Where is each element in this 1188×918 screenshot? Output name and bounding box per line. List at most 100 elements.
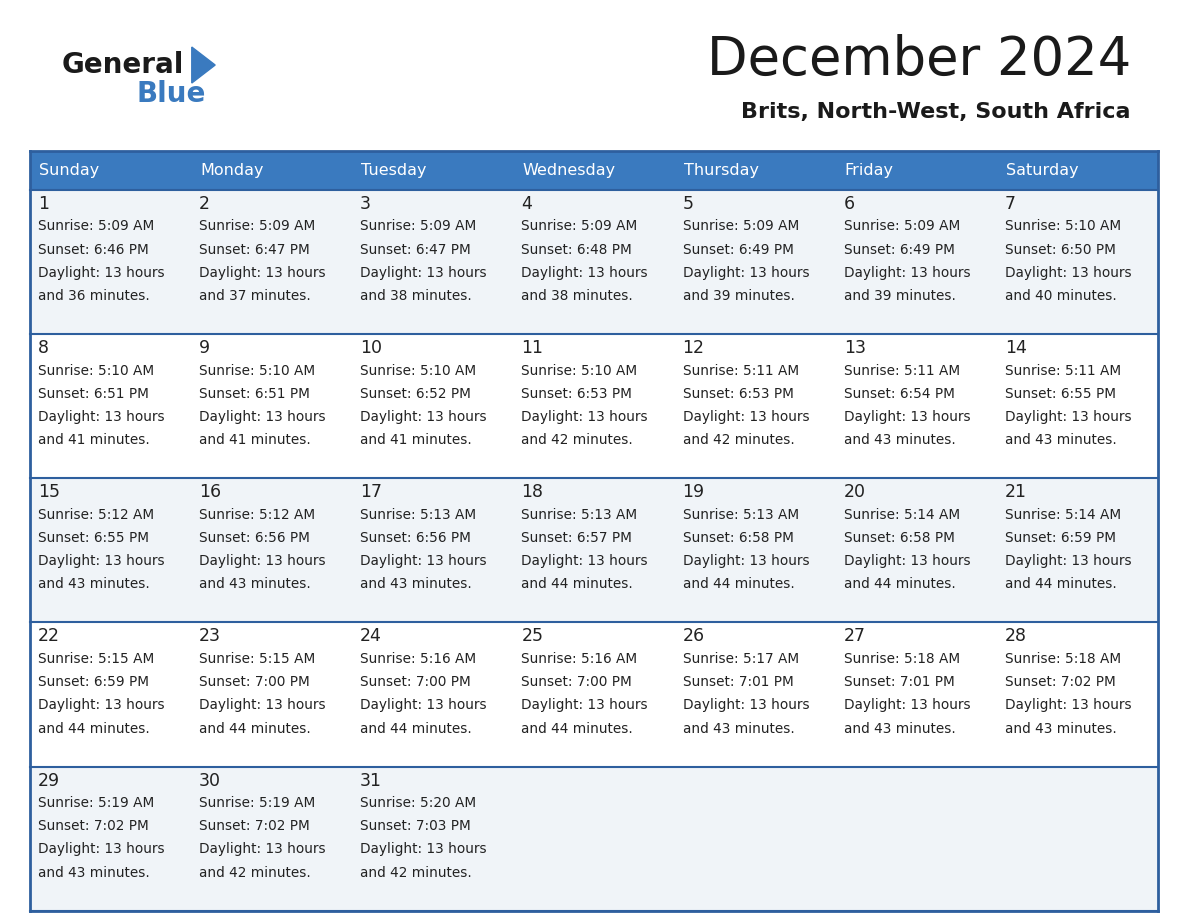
Bar [675,622,836,767]
Text: and 38 minutes.: and 38 minutes. [360,289,472,303]
Bar [513,767,675,911]
Text: Sunrise: 5:15 AM: Sunrise: 5:15 AM [198,652,315,666]
Text: Sunset: 7:00 PM: Sunset: 7:00 PM [522,675,632,689]
Text: Sunset: 6:58 PM: Sunset: 6:58 PM [843,531,955,545]
Text: Sunset: 6:56 PM: Sunset: 6:56 PM [360,531,470,545]
Text: Sunset: 7:01 PM: Sunset: 7:01 PM [683,675,794,689]
Text: and 43 minutes.: and 43 minutes. [843,433,955,447]
Text: Sunset: 6:59 PM: Sunset: 6:59 PM [1005,531,1116,545]
Bar [836,334,997,478]
Bar [191,767,352,911]
Bar [30,190,191,334]
Text: 16: 16 [198,483,221,501]
Text: Daylight: 13 hours: Daylight: 13 hours [38,699,164,712]
Text: and 43 minutes.: and 43 minutes. [38,577,150,591]
Text: Sunrise: 5:17 AM: Sunrise: 5:17 AM [683,652,798,666]
Text: General: General [62,51,184,79]
Text: and 44 minutes.: and 44 minutes. [198,722,311,735]
Text: Sunrise: 5:09 AM: Sunrise: 5:09 AM [522,219,638,233]
Text: and 44 minutes.: and 44 minutes. [522,577,633,591]
Text: Daylight: 13 hours: Daylight: 13 hours [38,843,164,856]
Text: Daylight: 13 hours: Daylight: 13 hours [843,410,971,424]
Bar [997,334,1158,478]
Text: Daylight: 13 hours: Daylight: 13 hours [1005,554,1132,568]
Text: and 39 minutes.: and 39 minutes. [843,289,955,303]
Text: Sunrise: 5:19 AM: Sunrise: 5:19 AM [38,796,154,810]
Text: Sunrise: 5:12 AM: Sunrise: 5:12 AM [198,508,315,521]
Text: and 41 minutes.: and 41 minutes. [38,433,150,447]
Text: and 43 minutes.: and 43 minutes. [843,722,955,735]
Bar [352,151,513,190]
Bar [513,151,675,190]
Text: and 42 minutes.: and 42 minutes. [360,866,472,879]
Bar [30,151,191,190]
Text: 17: 17 [360,483,383,501]
Text: and 41 minutes.: and 41 minutes. [198,433,311,447]
Text: Sunrise: 5:09 AM: Sunrise: 5:09 AM [843,219,960,233]
Bar [836,478,997,622]
Text: Sunset: 6:53 PM: Sunset: 6:53 PM [683,386,794,401]
Text: 10: 10 [360,339,383,357]
Text: 7: 7 [1005,195,1016,213]
Text: Sunset: 6:50 PM: Sunset: 6:50 PM [1005,242,1116,257]
Text: Sunrise: 5:11 AM: Sunrise: 5:11 AM [843,364,960,377]
Text: and 42 minutes.: and 42 minutes. [522,433,633,447]
Text: and 40 minutes.: and 40 minutes. [1005,289,1117,303]
Text: 22: 22 [38,627,59,645]
Bar [675,151,836,190]
Text: Daylight: 13 hours: Daylight: 13 hours [38,554,164,568]
Text: Wednesday: Wednesday [523,163,615,178]
Text: 28: 28 [1005,627,1028,645]
Text: Sunrise: 5:11 AM: Sunrise: 5:11 AM [683,364,798,377]
Text: Blue: Blue [137,80,207,108]
Text: Sunday: Sunday [39,163,99,178]
Text: Daylight: 13 hours: Daylight: 13 hours [1005,699,1132,712]
Text: 25: 25 [522,627,543,645]
Bar [513,622,675,767]
Text: 20: 20 [843,483,866,501]
Bar [513,334,675,478]
Text: Sunset: 6:49 PM: Sunset: 6:49 PM [843,242,955,257]
Text: and 36 minutes.: and 36 minutes. [38,289,150,303]
Text: 27: 27 [843,627,866,645]
Bar [675,190,836,334]
Text: Sunrise: 5:16 AM: Sunrise: 5:16 AM [522,652,638,666]
Text: Sunrise: 5:14 AM: Sunrise: 5:14 AM [1005,508,1121,521]
Text: Sunset: 6:59 PM: Sunset: 6:59 PM [38,675,148,689]
Bar [191,334,352,478]
Bar [191,478,352,622]
Text: 1: 1 [38,195,49,213]
Text: and 44 minutes.: and 44 minutes. [1005,577,1117,591]
Text: and 37 minutes.: and 37 minutes. [198,289,311,303]
Bar [352,334,513,478]
Text: Tuesday: Tuesday [361,163,426,178]
Text: 13: 13 [843,339,866,357]
Text: and 43 minutes.: and 43 minutes. [683,722,795,735]
Text: Sunset: 6:55 PM: Sunset: 6:55 PM [1005,386,1116,401]
Bar [675,767,836,911]
Text: 31: 31 [360,771,383,789]
Text: and 42 minutes.: and 42 minutes. [683,433,795,447]
Text: Sunrise: 5:10 AM: Sunrise: 5:10 AM [198,364,315,377]
Text: Sunset: 7:01 PM: Sunset: 7:01 PM [843,675,955,689]
Bar [997,190,1158,334]
Text: Sunrise: 5:20 AM: Sunrise: 5:20 AM [360,796,476,810]
Text: Sunrise: 5:13 AM: Sunrise: 5:13 AM [522,508,638,521]
Text: December 2024: December 2024 [707,34,1131,85]
Text: Sunset: 7:02 PM: Sunset: 7:02 PM [198,819,310,834]
Text: Sunrise: 5:15 AM: Sunrise: 5:15 AM [38,652,154,666]
Text: Daylight: 13 hours: Daylight: 13 hours [198,843,326,856]
Text: 23: 23 [198,627,221,645]
Text: 26: 26 [683,627,704,645]
Text: Daylight: 13 hours: Daylight: 13 hours [198,554,326,568]
Text: Daylight: 13 hours: Daylight: 13 hours [198,699,326,712]
Bar [191,151,352,190]
Text: and 38 minutes.: and 38 minutes. [522,289,633,303]
Text: Daylight: 13 hours: Daylight: 13 hours [522,266,647,280]
Text: Daylight: 13 hours: Daylight: 13 hours [38,410,164,424]
Text: 29: 29 [38,771,59,789]
Text: Sunrise: 5:14 AM: Sunrise: 5:14 AM [843,508,960,521]
Text: and 44 minutes.: and 44 minutes. [522,722,633,735]
Text: 11: 11 [522,339,543,357]
Text: 18: 18 [522,483,543,501]
